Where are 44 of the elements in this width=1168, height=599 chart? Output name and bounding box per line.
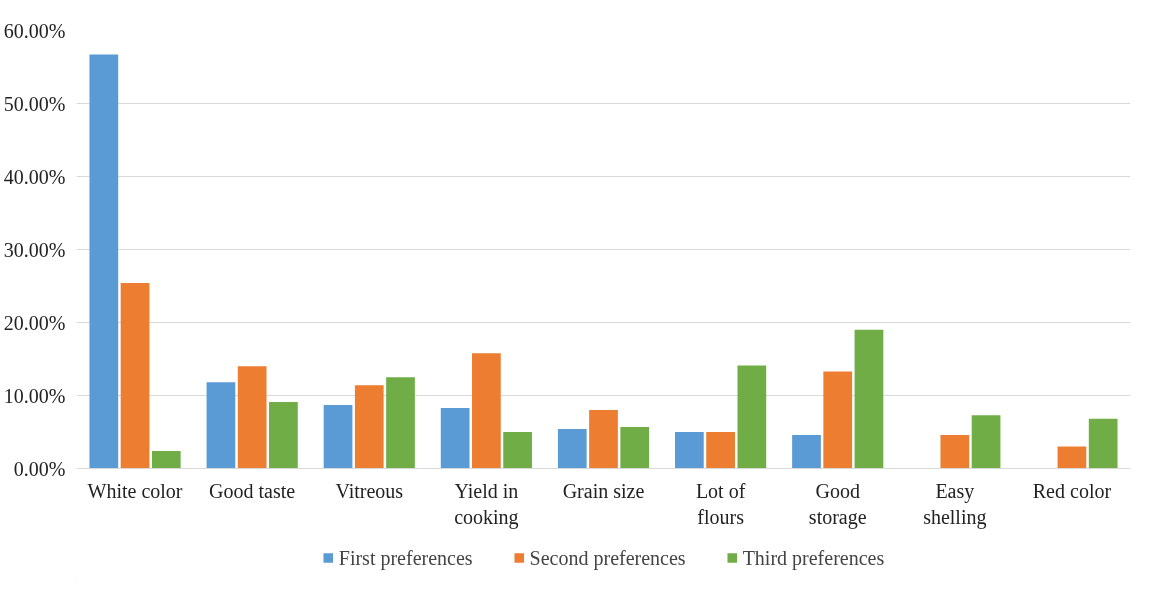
bar [854, 329, 884, 469]
y-tick-label: 60.00% [3, 19, 66, 42]
y-tick-label: 0.00% [13, 457, 66, 480]
bar [589, 410, 618, 469]
bar [1057, 446, 1087, 469]
bar [1088, 418, 1118, 469]
legend-label: Second preferences [529, 546, 686, 569]
y-tick-label: 20.00% [3, 311, 66, 334]
legend-label: Third preferences [742, 546, 885, 569]
y-tick-label: 50.00% [3, 92, 66, 115]
bar [354, 385, 384, 469]
y-tick-label: 40.00% [3, 165, 66, 188]
bar [503, 432, 532, 469]
y-tick-label: 30.00% [3, 238, 66, 261]
x-tick-label: White color [87, 479, 183, 502]
bar [206, 382, 236, 469]
legend-label: First preferences [338, 546, 473, 569]
bar [557, 429, 587, 469]
x-tick-label: Good taste [209, 479, 296, 502]
x-tick-label: Grain size [562, 479, 645, 502]
bar [940, 434, 970, 469]
x-tick-label: Vitreous [335, 479, 404, 502]
bar [269, 402, 298, 469]
bar [151, 450, 181, 469]
x-tick-label: Yield in cooking [454, 479, 519, 529]
bar [472, 353, 501, 469]
bar [620, 426, 650, 469]
bar [237, 366, 267, 469]
bar [440, 407, 470, 469]
bar [675, 432, 704, 469]
bar [89, 54, 119, 469]
bar [792, 434, 821, 469]
bar [706, 432, 735, 469]
bar [120, 283, 150, 469]
bar [386, 377, 415, 469]
bar [323, 404, 353, 469]
x-tick-label: Easy shelling [923, 479, 987, 529]
y-tick-label: 10.00% [3, 384, 66, 407]
x-tick-label: Red color [1032, 479, 1112, 502]
x-tick-label: Lot of flours [695, 479, 746, 528]
bar [971, 415, 1001, 469]
bar [823, 371, 853, 469]
bar [737, 365, 767, 469]
x-tick-label: Good storage [808, 479, 867, 529]
